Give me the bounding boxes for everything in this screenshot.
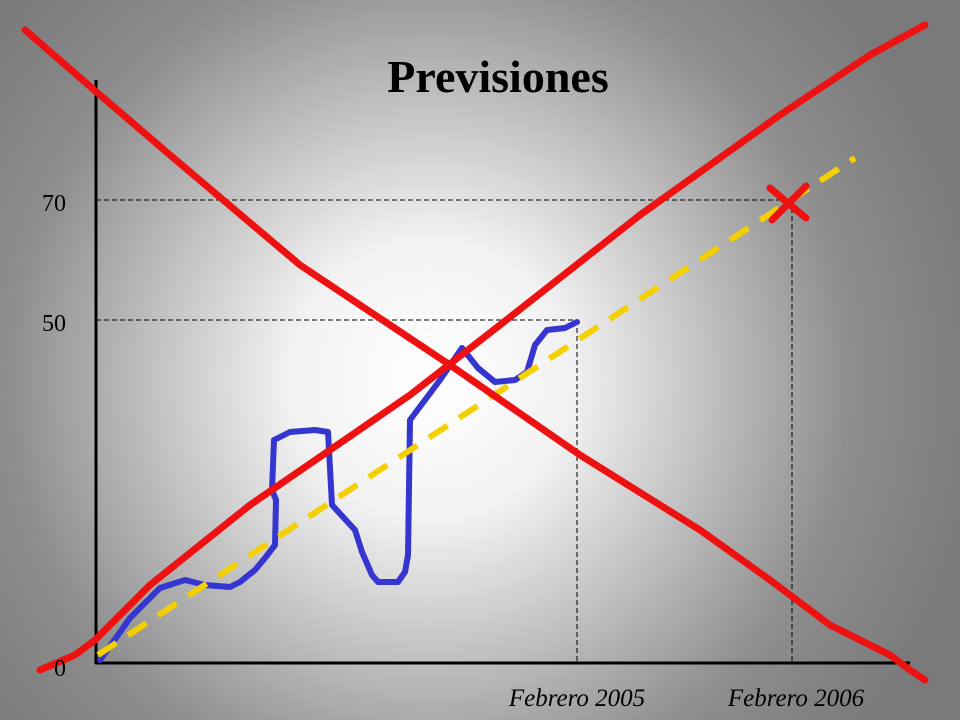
y-label: 70 <box>42 191 66 217</box>
title: Previsiones <box>387 51 608 102</box>
x-label: Febrero 2005 <box>508 685 645 712</box>
trend-line <box>96 155 857 658</box>
y-label: 50 <box>42 311 66 337</box>
y-label: 0 <box>54 656 66 682</box>
x-label: Febrero 2006 <box>727 685 865 712</box>
cross-out <box>21 21 929 684</box>
guide-lines <box>96 199 793 663</box>
axes <box>94 80 910 665</box>
